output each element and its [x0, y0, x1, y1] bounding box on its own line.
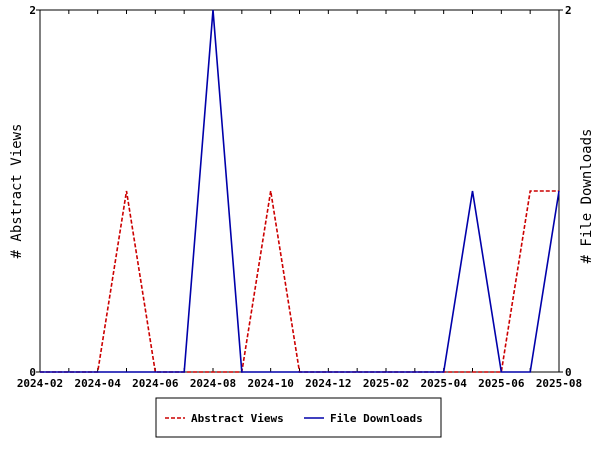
x-tick-label: 2024-10: [247, 377, 293, 390]
x-tick-label: 2024-04: [74, 377, 121, 390]
legend-box: [155, 397, 442, 438]
y2-axis-title: # File Downloads: [579, 129, 595, 264]
y-axis-title: # Abstract Views: [9, 124, 25, 259]
y-axis-left: 02: [29, 4, 40, 379]
y-tick-label: 2: [29, 4, 36, 17]
x-tick-label: 2025-02: [363, 377, 409, 390]
plot-area: [39, 9, 560, 373]
legend: Abstract Views File Downloads: [155, 397, 442, 438]
x-tick-label: 2024-02: [17, 377, 63, 390]
x-tick-label: 2025-06: [478, 377, 525, 390]
y-tick-label: 0: [29, 366, 36, 379]
x-tick-label: 2025-08: [536, 377, 582, 390]
x-tick-label: 2024-06: [132, 377, 179, 390]
y-axis-right: 02: [559, 4, 572, 379]
x-tick-label: 2025-04: [420, 377, 467, 390]
y2-tick-label: 0: [565, 366, 572, 379]
legend-label-abstract-views: Abstract Views: [191, 412, 284, 425]
legend-label-file-downloads: File Downloads: [330, 412, 423, 425]
series-line-file-downloads: [40, 9, 560, 373]
y2-tick-label: 2: [565, 4, 572, 17]
series-layer: [40, 9, 560, 373]
x-tick-label: 2024-08: [190, 377, 236, 390]
x-tick-label: 2024-12: [305, 377, 351, 390]
